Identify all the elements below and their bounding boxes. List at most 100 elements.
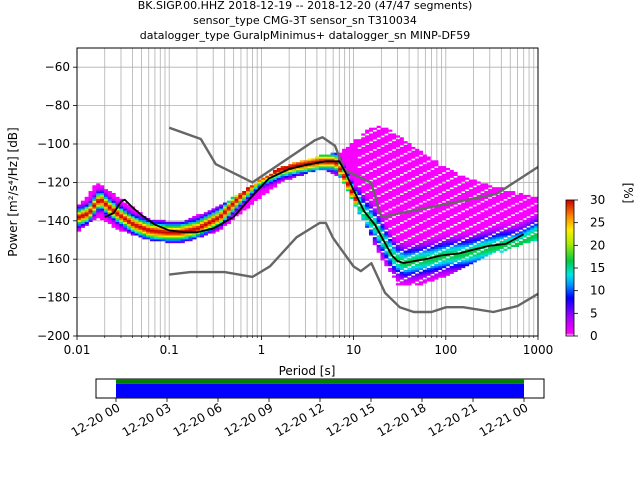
- density-cell: [415, 235, 420, 238]
- density-cell: [399, 258, 404, 261]
- density-cell: [92, 206, 97, 209]
- density-cell: [403, 214, 408, 217]
- density-cell: [292, 169, 297, 173]
- density-cell: [491, 196, 497, 200]
- density-cell: [495, 233, 500, 236]
- density-cell: [211, 229, 216, 232]
- density-cell: [242, 208, 247, 211]
- density-cell: [422, 214, 427, 217]
- density-cell: [438, 214, 443, 217]
- density-cell: [534, 229, 538, 232]
- density-cell: [426, 202, 431, 205]
- density-cell: [514, 235, 520, 238]
- density-cell: [449, 198, 454, 201]
- density-cell: [434, 229, 439, 232]
- coverage-bar: [116, 383, 524, 398]
- density-cell: [491, 187, 497, 190]
- density-cell: [407, 235, 412, 238]
- density-cell: [388, 212, 393, 215]
- density-cell: [407, 154, 412, 157]
- density-cell: [384, 204, 389, 207]
- density-cell: [126, 210, 132, 213]
- density-cell: [368, 191, 374, 194]
- density-cell: [422, 154, 427, 157]
- density-cell: [441, 240, 447, 244]
- density-cell: [407, 173, 412, 176]
- density-cell: [388, 139, 393, 142]
- time-tick-label: 12-20 12: [273, 400, 327, 439]
- density-cell: [365, 202, 370, 205]
- density-cell: [422, 246, 427, 249]
- density-cell: [103, 194, 109, 198]
- density-cell: [438, 219, 443, 223]
- density-cell: [100, 189, 105, 192]
- density-cell: [368, 221, 374, 224]
- density-cell: [365, 196, 370, 200]
- density-cell: [169, 240, 174, 244]
- density-cell: [284, 177, 289, 180]
- density-cell: [399, 227, 404, 230]
- density-cell: [503, 216, 508, 219]
- density-cell: [165, 239, 170, 242]
- density-cell: [468, 212, 473, 215]
- density-cell: [199, 216, 205, 219]
- density-cell: [123, 227, 128, 230]
- density-cell: [438, 227, 443, 230]
- density-cell: [438, 217, 443, 221]
- density-cell: [203, 212, 208, 215]
- density-cell: [376, 239, 381, 242]
- density-cell: [322, 156, 328, 159]
- density-cell: [207, 216, 212, 219]
- density-cell: [399, 189, 404, 192]
- density-cell: [465, 239, 470, 242]
- density-cell: [399, 265, 404, 269]
- density-cell: [457, 187, 462, 190]
- density-cell: [526, 204, 531, 207]
- density-cell: [338, 166, 343, 169]
- density-cell: [438, 177, 443, 180]
- density-cell: [449, 192, 454, 196]
- density-cell: [384, 223, 389, 226]
- density-cell: [372, 227, 377, 230]
- density-cell: [123, 229, 128, 232]
- density-cell: [222, 221, 228, 224]
- density-cell: [392, 160, 397, 163]
- density-cell: [530, 210, 535, 213]
- density-cell: [484, 248, 489, 251]
- density-cell: [342, 152, 347, 155]
- density-cell: [103, 210, 109, 213]
- density-cell: [407, 206, 412, 209]
- density-cell: [434, 240, 439, 244]
- density-cell: [269, 177, 274, 180]
- density-cell: [411, 175, 416, 178]
- density-cell: [77, 217, 82, 221]
- density-cell: [345, 185, 351, 188]
- density-cell: [138, 233, 143, 236]
- density-cell: [392, 179, 397, 182]
- density-cell: [372, 183, 377, 186]
- density-cell: [211, 221, 216, 224]
- density-cell: [480, 187, 485, 190]
- density-cell: [376, 250, 381, 253]
- density-cell: [380, 223, 385, 226]
- density-cell: [368, 200, 374, 203]
- density-cell: [376, 235, 381, 238]
- density-cell: [353, 164, 358, 167]
- density-cell: [399, 283, 404, 286]
- density-cell: [484, 221, 489, 224]
- density-cell: [395, 143, 400, 146]
- density-cell: [411, 194, 416, 198]
- density-cell: [384, 225, 389, 228]
- density-cell: [361, 206, 366, 209]
- density-cell: [111, 198, 116, 201]
- density-cell: [242, 202, 247, 205]
- density-cell: [522, 216, 527, 219]
- density-cell: [353, 200, 358, 203]
- density-cell: [330, 171, 335, 175]
- density-cell: [230, 204, 235, 207]
- density-cell: [457, 225, 462, 228]
- density-cell: [434, 171, 439, 175]
- density-cell: [207, 221, 212, 224]
- density-cell: [461, 216, 466, 219]
- density-cell: [253, 189, 258, 192]
